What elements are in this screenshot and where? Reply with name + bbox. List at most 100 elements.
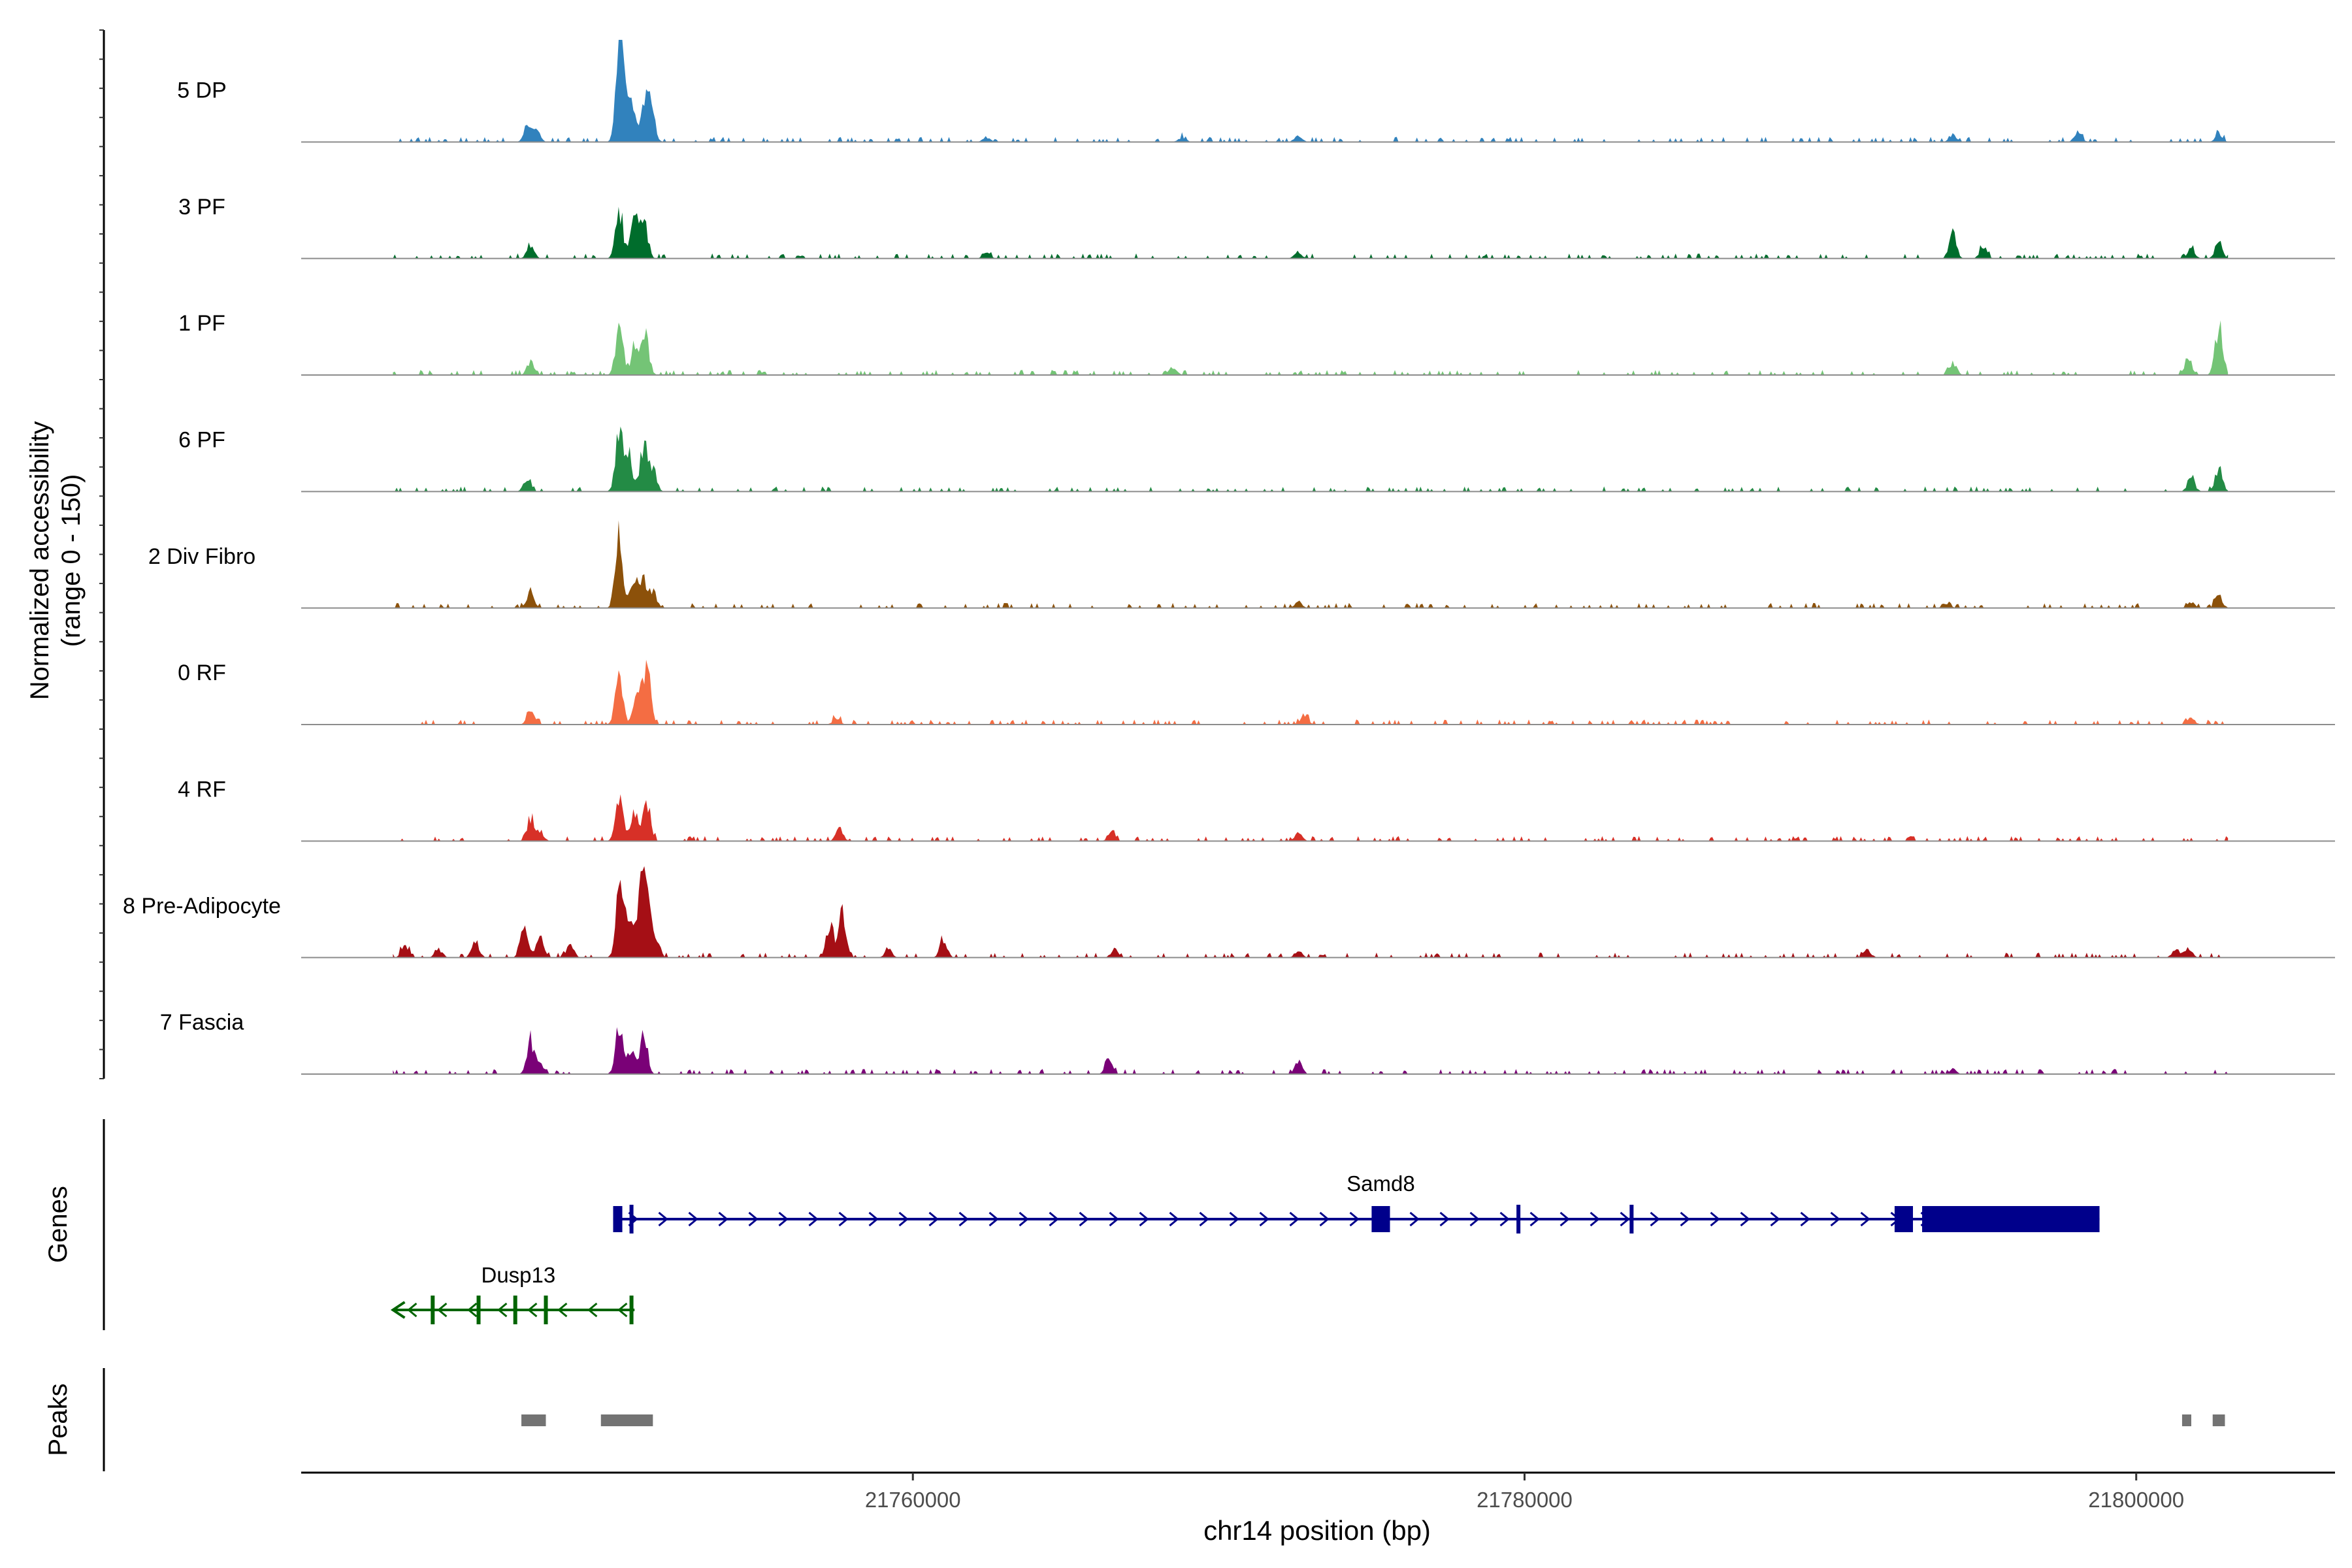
exon-tick xyxy=(513,1296,517,1324)
peak-region xyxy=(600,1414,653,1426)
exon-tick xyxy=(544,1296,548,1324)
track-label: 2 Div Fibro xyxy=(148,544,255,569)
x-axis-label: chr14 position (bp) xyxy=(1203,1515,1431,1546)
strand-arrow xyxy=(1259,1211,1269,1227)
coverage-area xyxy=(393,659,2229,725)
strand-arrow xyxy=(988,1211,999,1227)
strand-arrow xyxy=(958,1211,969,1227)
x-tick-label: 21760000 xyxy=(865,1488,961,1512)
strand-arrow xyxy=(868,1211,879,1227)
exon-tick xyxy=(1629,1205,1634,1233)
peaks-panel-label: Peaks xyxy=(44,1383,73,1456)
y-axis-ticks xyxy=(99,29,104,1079)
strand-arrow xyxy=(1139,1211,1149,1227)
peak-region xyxy=(2212,1414,2225,1426)
peak-region xyxy=(521,1414,546,1426)
gene-label: Dusp13 xyxy=(481,1263,555,1287)
strand-arrow xyxy=(658,1211,668,1227)
coverage-area xyxy=(393,794,2229,841)
strand-arrow xyxy=(1800,1211,1810,1227)
x-axis-ticks: 21760000 21780000 21800000 xyxy=(865,1473,2184,1512)
strand-arrow xyxy=(557,1302,568,1318)
track-label: 7 Fascia xyxy=(160,1010,244,1035)
strand-arrow xyxy=(407,1302,417,1318)
strand-arrow xyxy=(1079,1211,1089,1227)
strand-arrow xyxy=(1409,1211,1420,1227)
strand-arrow xyxy=(1049,1211,1059,1227)
strand-arrow xyxy=(1289,1211,1299,1227)
track-label: 5 DP xyxy=(177,78,227,103)
strand-arrow xyxy=(1319,1211,1330,1227)
gene-models: Samd8 Dusp13 xyxy=(390,1171,2100,1324)
strand-arrow xyxy=(1019,1211,1029,1227)
coverage-tracks: 5 DP 3 PF 1 PF 6 PF 2 Div Fibro 0 RF 4 RF 8 Pre… xyxy=(123,40,2335,1075)
strand-arrow xyxy=(1469,1211,1480,1227)
strand-arrow xyxy=(1710,1211,1720,1227)
y-axis-label-line2: (range 0 - 150) xyxy=(57,474,86,647)
x-tick-label: 21800000 xyxy=(2088,1488,2184,1512)
strand-arrow xyxy=(748,1211,759,1227)
strand-arrow xyxy=(497,1302,508,1318)
strand-arrow xyxy=(1620,1211,1630,1227)
strand-arrow xyxy=(1439,1211,1450,1227)
exon-tick xyxy=(431,1296,435,1324)
strand-arrow xyxy=(1680,1211,1690,1227)
strand-arrow xyxy=(778,1211,789,1227)
strand-arrow xyxy=(1349,1211,1360,1227)
exon-tick xyxy=(1516,1205,1521,1233)
track-label: 4 RF xyxy=(178,777,226,802)
track-label: 3 PF xyxy=(178,195,225,220)
exon-tick xyxy=(629,1296,634,1324)
strand-arrow xyxy=(718,1211,728,1227)
coverage-area xyxy=(393,866,2229,958)
track-6-pf: 6 PF xyxy=(178,426,2335,493)
peak-regions xyxy=(521,1414,2225,1426)
track-8-pre-adipocyte: 8 Pre-Adipocyte xyxy=(123,866,2335,958)
coverage-area xyxy=(393,206,2229,259)
strand-arrow xyxy=(928,1211,939,1227)
strand-arrow xyxy=(1650,1211,1660,1227)
strand-arrow xyxy=(1770,1211,1780,1227)
strand-arrow xyxy=(1560,1211,1570,1227)
strand-arrow xyxy=(1529,1211,1540,1227)
strand-arrow xyxy=(808,1211,819,1227)
track-label: 1 PF xyxy=(178,311,225,336)
gene-dusp13: Dusp13 xyxy=(390,1263,635,1324)
strand-arrow xyxy=(1830,1211,1840,1227)
track-label: 6 PF xyxy=(178,428,225,453)
exon-tick xyxy=(629,1205,634,1233)
strand-arrow xyxy=(1499,1211,1510,1227)
coverage-area xyxy=(393,40,2229,142)
track-2-div-fibro: 2 Div Fibro xyxy=(148,520,2335,609)
gene-samd8: Samd8 xyxy=(613,1171,2100,1233)
strand-arrow xyxy=(437,1302,448,1318)
strand-arrow xyxy=(1590,1211,1600,1227)
strand-arrow xyxy=(390,1301,406,1319)
exon xyxy=(1922,1206,2100,1232)
coverage-area xyxy=(393,520,2229,608)
strand-arrow xyxy=(527,1302,538,1318)
coverage-area xyxy=(393,1027,2229,1074)
gene-label: Samd8 xyxy=(1347,1171,1415,1196)
coverage-area xyxy=(393,426,2229,492)
strand-arrow xyxy=(1109,1211,1119,1227)
coverage-area xyxy=(393,320,2229,375)
exon-tick xyxy=(476,1296,481,1324)
genes-panel-label: Genes xyxy=(44,1186,73,1263)
track-7-fascia: 7 Fascia xyxy=(160,1010,2335,1075)
peak-region xyxy=(2181,1414,2191,1426)
exon xyxy=(1894,1206,1913,1232)
exon xyxy=(613,1206,623,1232)
strand-arrow xyxy=(1860,1211,1870,1227)
track-label: 8 Pre-Adipocyte xyxy=(123,894,281,919)
track-1-pf: 1 PF xyxy=(178,311,2335,376)
strand-arrow xyxy=(1199,1211,1209,1227)
strand-arrow xyxy=(467,1302,478,1318)
track-5-dp: 5 DP xyxy=(177,40,2335,143)
strand-arrow xyxy=(1229,1211,1239,1227)
strand-arrow xyxy=(1740,1211,1750,1227)
exon xyxy=(1371,1206,1390,1232)
x-tick-label: 21780000 xyxy=(1477,1488,1573,1512)
strand-arrow xyxy=(1169,1211,1179,1227)
